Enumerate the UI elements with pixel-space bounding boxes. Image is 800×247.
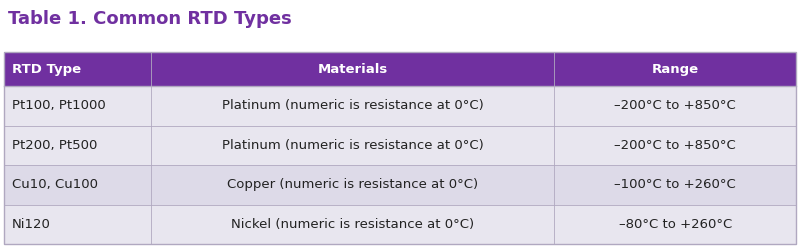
Bar [150,165,554,205]
Text: RTD Type: RTD Type [12,62,81,76]
Bar [4,86,150,125]
Text: –200°C to +850°C: –200°C to +850°C [614,99,736,112]
Bar [554,86,796,125]
Bar [4,52,796,244]
Bar [554,52,796,86]
Text: Nickel (numeric is resistance at 0°C): Nickel (numeric is resistance at 0°C) [231,218,474,231]
Bar [4,165,150,205]
Bar [4,125,150,165]
Bar [554,165,796,205]
Text: Pt200, Pt500: Pt200, Pt500 [12,139,98,152]
Text: –80°C to +260°C: –80°C to +260°C [618,218,732,231]
Text: Copper (numeric is resistance at 0°C): Copper (numeric is resistance at 0°C) [227,178,478,191]
Bar [554,205,796,244]
Text: Platinum (numeric is resistance at 0°C): Platinum (numeric is resistance at 0°C) [222,139,483,152]
Text: Cu10, Cu100: Cu10, Cu100 [12,178,98,191]
Text: Range: Range [652,62,698,76]
Bar [4,52,150,86]
Bar [554,125,796,165]
Bar [150,125,554,165]
Text: Pt100, Pt1000: Pt100, Pt1000 [12,99,106,112]
Text: Ni120: Ni120 [12,218,51,231]
Text: Platinum (numeric is resistance at 0°C): Platinum (numeric is resistance at 0°C) [222,99,483,112]
Bar [150,205,554,244]
Bar [4,205,150,244]
Text: –200°C to +850°C: –200°C to +850°C [614,139,736,152]
Bar [150,52,554,86]
Text: –100°C to +260°C: –100°C to +260°C [614,178,736,191]
Text: Table 1. Common RTD Types: Table 1. Common RTD Types [8,10,292,28]
Text: Materials: Materials [318,62,388,76]
Bar [150,86,554,125]
